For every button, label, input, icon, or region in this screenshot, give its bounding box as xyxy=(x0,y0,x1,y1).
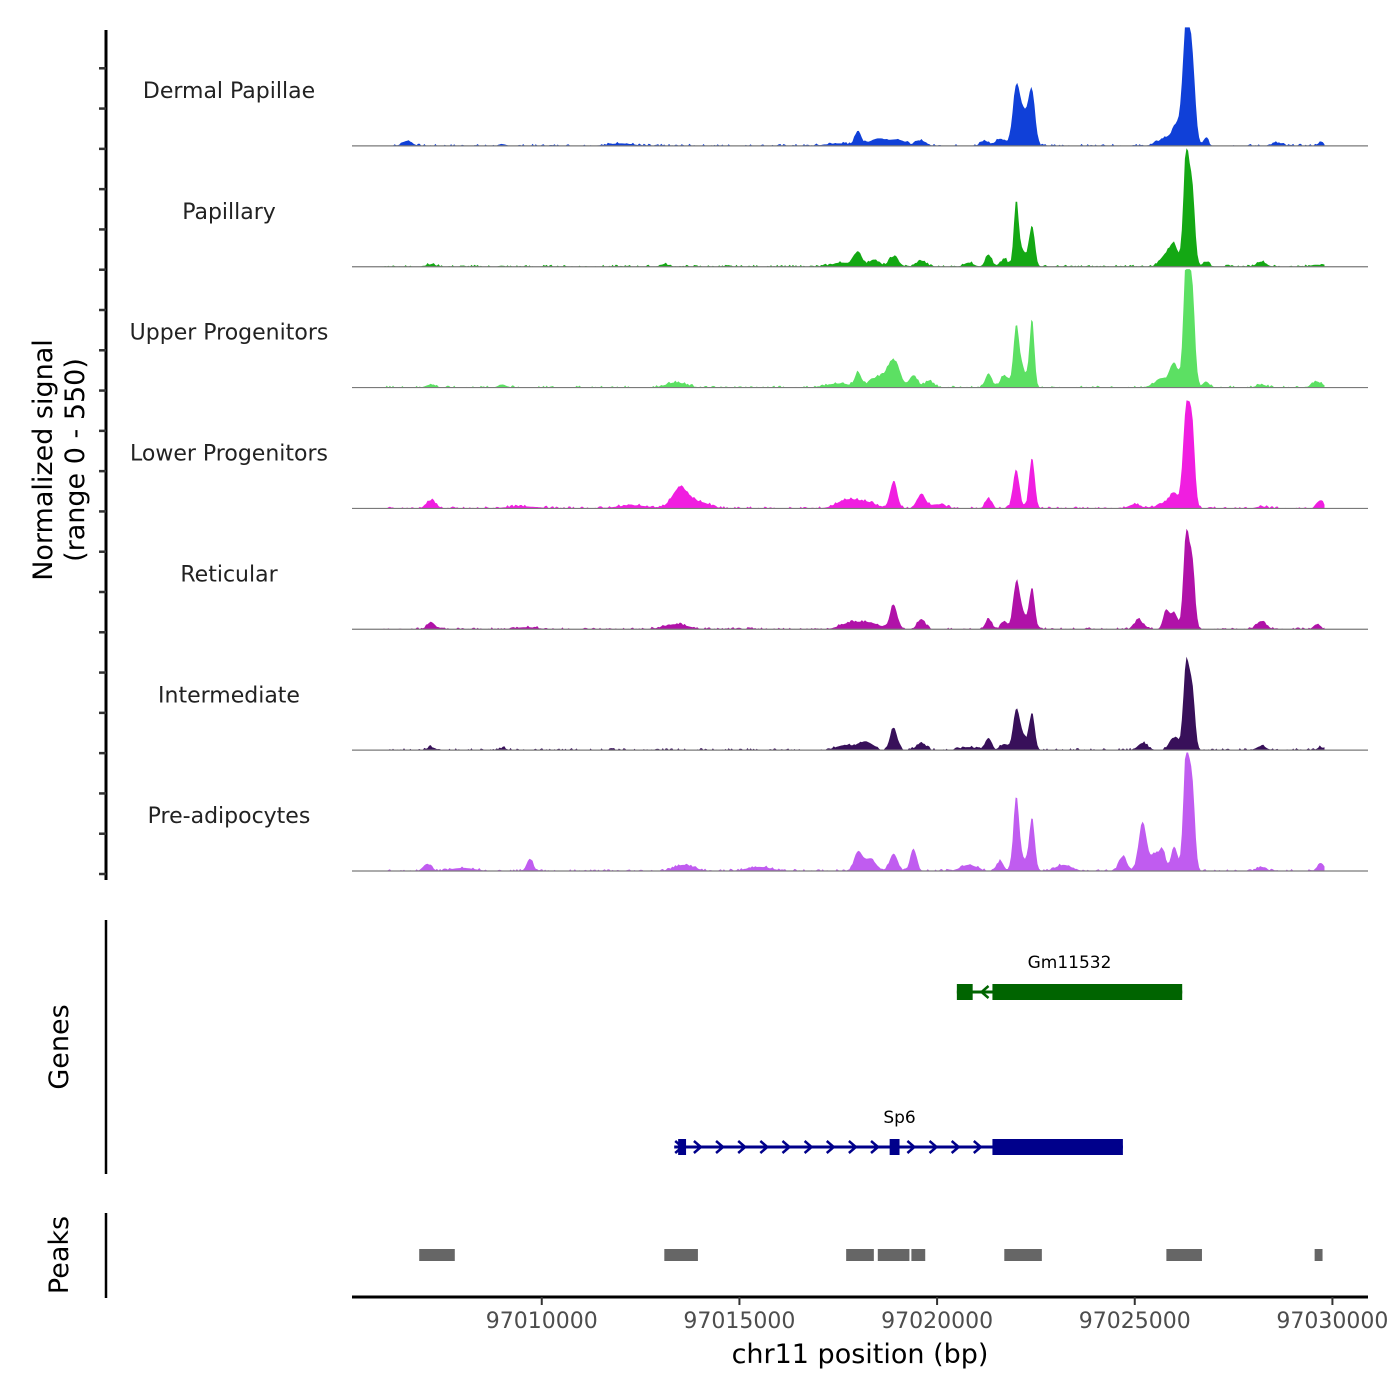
strand-arrow-icon xyxy=(759,1140,770,1154)
track-label: Pre-adipocytes xyxy=(148,804,311,829)
gene-gm11532: Gm11532 xyxy=(956,953,1183,1000)
strand-arrow-icon xyxy=(979,985,990,999)
track-reticular: Reticular xyxy=(180,528,1368,630)
peak-region xyxy=(1314,1249,1323,1261)
coverage-area xyxy=(383,656,1325,751)
strand-arrow-icon xyxy=(715,1140,725,1154)
peak-region xyxy=(1004,1249,1042,1261)
coverage-area xyxy=(383,27,1325,146)
coverage-y-ticks xyxy=(99,67,106,876)
coverage-area xyxy=(383,752,1325,871)
strand-arrow-icon xyxy=(693,1140,703,1154)
coverage-area xyxy=(383,400,1325,509)
peak-region xyxy=(846,1249,874,1261)
strand-arrow-icon xyxy=(906,1140,917,1154)
peak-region xyxy=(1166,1249,1202,1261)
coverage-area xyxy=(383,269,1325,388)
strand-arrow-icon xyxy=(972,1140,983,1154)
peak-region xyxy=(877,1249,910,1261)
gene-sp6: Sp6 xyxy=(674,1108,1123,1155)
track-intermediate: Intermediate xyxy=(158,656,1368,751)
strand-arrow-icon xyxy=(950,1140,961,1154)
track-label: Upper Progenitors xyxy=(130,321,329,346)
peak-region xyxy=(664,1249,698,1261)
coverage-area xyxy=(383,528,1325,630)
gene-exon xyxy=(992,1139,1123,1155)
strand-arrow-icon xyxy=(825,1140,836,1154)
track-label: Lower Progenitors xyxy=(130,442,328,467)
genes-track: Gm11532 Sp6 xyxy=(674,953,1183,1155)
x-tick-label: 97025000 xyxy=(1079,1309,1191,1334)
strand-arrow-icon xyxy=(928,1140,939,1154)
track-label: Dermal Papillae xyxy=(143,79,315,104)
gene-label: Sp6 xyxy=(883,1108,915,1128)
gene-exon xyxy=(678,1139,687,1155)
gene-exon xyxy=(956,984,973,1000)
x-tick-label: 97020000 xyxy=(881,1309,993,1334)
genes-panel-label: Genes xyxy=(44,1004,75,1089)
strand-arrow-icon xyxy=(870,1140,880,1154)
gene-exon xyxy=(992,984,1183,1000)
y-axis-title-line2: (range 0 - 550) xyxy=(60,358,91,562)
strand-arrow-icon xyxy=(781,1140,792,1154)
track-label: Papillary xyxy=(182,200,276,225)
coverage-area xyxy=(383,148,1325,267)
x-tick-label: 97015000 xyxy=(683,1309,795,1334)
strand-arrow-icon xyxy=(803,1140,814,1154)
x-axis-title: chr11 position (bp) xyxy=(732,1339,989,1370)
gene-label: Gm11532 xyxy=(1028,953,1112,973)
peak-region xyxy=(911,1249,926,1261)
track-dermal-papillae: Dermal Papillae xyxy=(143,27,1368,147)
peaks-panel-label: Peaks xyxy=(44,1216,75,1294)
strand-arrow-icon xyxy=(737,1140,748,1154)
track-lower-progenitors: Lower Progenitors xyxy=(130,400,1368,510)
x-axis-ticks: 97010000 97015000 97020000 97025000 97030000 xyxy=(486,1297,1388,1334)
coverage-tracks: Dermal Papillae Papillary Upper Progenitor… xyxy=(130,27,1368,872)
track-label: Reticular xyxy=(180,562,278,587)
peaks-track xyxy=(419,1249,1323,1261)
peak-region xyxy=(419,1249,455,1261)
track-upper-progenitors: Upper Progenitors xyxy=(130,269,1368,389)
strand-arrow-icon xyxy=(848,1140,858,1154)
x-tick-label: 97010000 xyxy=(486,1309,598,1334)
y-axis-title: Normalized signal (range 0 - 550) xyxy=(28,339,91,581)
track-label: Intermediate xyxy=(158,683,300,708)
y-axis-title-line1: Normalized signal xyxy=(28,339,59,581)
track-papillary: Papillary xyxy=(182,148,1368,268)
track-pre-adipocytes: Pre-adipocytes xyxy=(148,752,1368,872)
gene-exon xyxy=(889,1139,900,1155)
x-tick-label: 97030000 xyxy=(1276,1309,1388,1334)
